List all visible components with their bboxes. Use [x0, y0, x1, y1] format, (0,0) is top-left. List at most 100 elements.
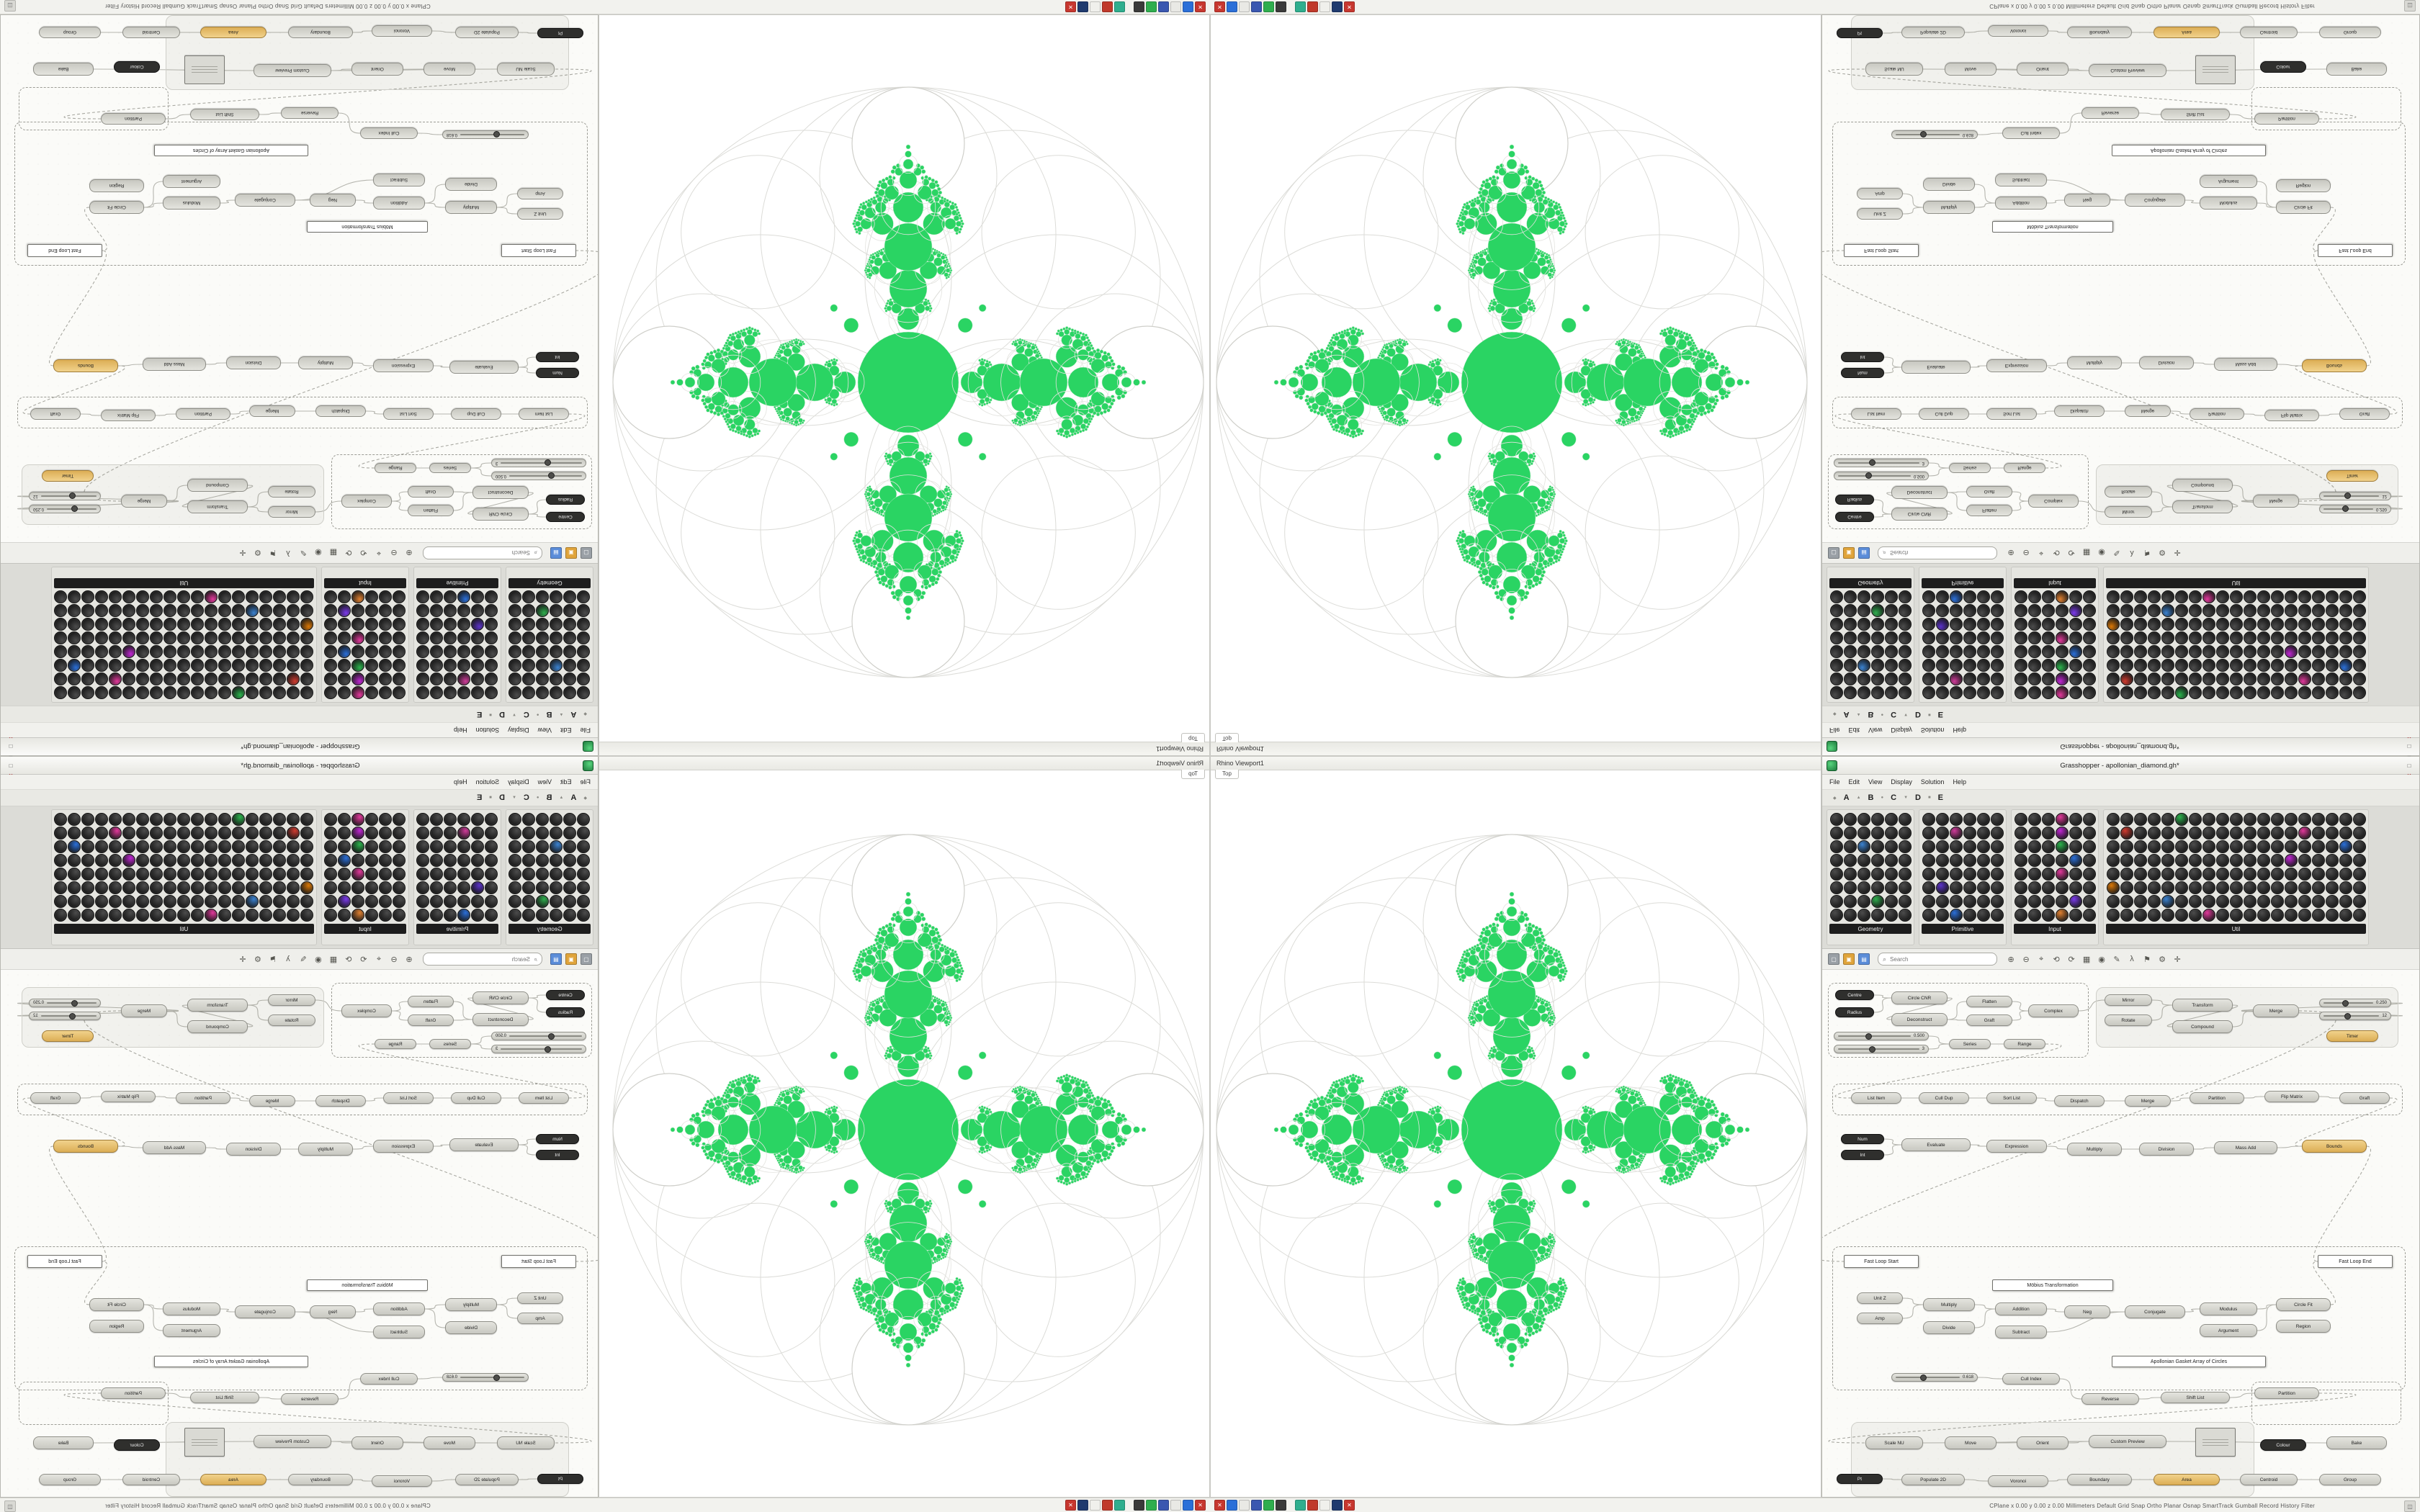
component-icon[interactable]	[2027, 618, 2041, 631]
component-icon[interactable]	[2014, 881, 2027, 894]
gh-node[interactable]: Addition	[373, 197, 425, 210]
zoom-out-icon[interactable]: ⊖	[390, 955, 398, 964]
component-icon[interactable]	[259, 672, 273, 686]
component-icon[interactable]	[2147, 812, 2161, 826]
component-icon[interactable]	[563, 604, 577, 618]
component-icon[interactable]	[430, 826, 444, 840]
component-icon[interactable]	[218, 908, 232, 922]
component-icon[interactable]	[287, 659, 300, 672]
component-icon[interactable]	[177, 686, 191, 700]
component-icon[interactable]	[205, 672, 218, 686]
component-icon[interactable]	[246, 604, 259, 618]
component-icon[interactable]	[2188, 604, 2202, 618]
component-icon[interactable]	[81, 686, 95, 700]
component-icon[interactable]	[1843, 840, 1857, 853]
component-icon[interactable]	[338, 840, 351, 853]
gh-node[interactable]: Graft	[30, 408, 81, 420]
component-icon[interactable]	[1870, 840, 1884, 853]
component-icon[interactable]	[577, 604, 591, 618]
gh-node[interactable]: Evaluate	[1901, 361, 1971, 374]
component-icon[interactable]	[550, 867, 563, 881]
panel-node[interactable]	[184, 1428, 225, 1457]
group-label[interactable]: Möbius Transformation	[1992, 1279, 2113, 1291]
component-icon[interactable]	[1843, 590, 1857, 604]
component-icon[interactable]	[177, 840, 191, 853]
gh-node[interactable]: Flip Matrix	[2264, 1091, 2319, 1102]
component-icon[interactable]	[2229, 853, 2243, 867]
component-icon[interactable]	[2027, 812, 2041, 826]
slider-knob[interactable]	[2342, 1000, 2349, 1007]
param-node[interactable]: Colour	[2260, 1439, 2306, 1451]
component-icon[interactable]	[136, 812, 150, 826]
gh-node[interactable]: Sort List	[383, 1092, 434, 1104]
gh-node[interactable]: Graft	[408, 1014, 454, 1026]
component-icon[interactable]	[2133, 604, 2147, 618]
component-icon[interactable]	[2215, 645, 2229, 659]
number-slider[interactable]: 0.500	[1834, 472, 1929, 480]
component-icon[interactable]	[109, 881, 122, 894]
component-icon[interactable]	[2014, 645, 2027, 659]
component-icon[interactable]	[338, 908, 351, 922]
gh-node[interactable]: Partition	[176, 1092, 230, 1104]
component-icon[interactable]	[205, 645, 218, 659]
zoom-out-icon[interactable]: ⊖	[2022, 955, 2030, 964]
component-icon[interactable]	[1976, 867, 1990, 881]
component-icon[interactable]	[1898, 686, 1912, 700]
component-icon[interactable]	[2120, 881, 2133, 894]
component-icon[interactable]	[273, 812, 287, 826]
component-icon[interactable]	[287, 867, 300, 881]
component-icon[interactable]	[1898, 812, 1912, 826]
component-icon[interactable]	[2215, 881, 2229, 894]
flag-icon[interactable]: ⚑	[2143, 955, 2151, 964]
component-icon[interactable]	[351, 908, 365, 922]
component-icon[interactable]	[68, 812, 81, 826]
component-icon[interactable]	[365, 867, 379, 881]
component-icon[interactable]	[563, 840, 577, 853]
component-icon[interactable]	[1922, 672, 1935, 686]
component-icon[interactable]	[191, 618, 205, 631]
component-icon[interactable]	[2106, 881, 2120, 894]
component-icon[interactable]	[2027, 686, 2041, 700]
gh-node[interactable]: Divide	[1923, 178, 1975, 191]
group-label[interactable]: Fast Loop Start	[501, 1255, 576, 1268]
component-icon[interactable]	[2174, 590, 2188, 604]
gh-node[interactable]: Multiply	[2067, 1143, 2122, 1156]
component-icon[interactable]	[1857, 631, 1870, 645]
component-icon[interactable]	[1843, 894, 1857, 908]
component-icon[interactable]	[563, 894, 577, 908]
component-icon[interactable]	[1935, 881, 1949, 894]
component-icon[interactable]	[379, 840, 393, 853]
component-icon[interactable]	[351, 618, 365, 631]
component-icon[interactable]	[522, 894, 536, 908]
component-icon[interactable]	[522, 853, 536, 867]
component-icon[interactable]	[1990, 812, 2004, 826]
component-icon[interactable]	[81, 659, 95, 672]
node-group[interactable]	[1832, 1246, 2406, 1390]
component-icon[interactable]	[338, 826, 351, 840]
menu-file[interactable]: File	[580, 726, 591, 734]
component-icon[interactable]	[109, 853, 122, 867]
component-icon[interactable]	[577, 826, 591, 840]
component-icon[interactable]	[536, 631, 550, 645]
component-icon[interactable]	[2082, 908, 2096, 922]
component-icon[interactable]	[2311, 645, 2325, 659]
gh-node[interactable]: Cull Dup	[451, 408, 501, 420]
component-icon[interactable]	[2352, 590, 2366, 604]
component-icon[interactable]	[2161, 659, 2174, 672]
component-icon[interactable]	[430, 686, 444, 700]
component-icon[interactable]	[1922, 881, 1935, 894]
component-icon[interactable]	[2243, 686, 2257, 700]
component-icon[interactable]	[54, 881, 68, 894]
component-icon[interactable]	[351, 659, 365, 672]
component-icon[interactable]	[2325, 590, 2339, 604]
component-icon[interactable]	[2298, 812, 2311, 826]
component-icon[interactable]	[54, 631, 68, 645]
component-icon[interactable]	[2243, 618, 2257, 631]
app-teal-icon[interactable]	[1295, 1500, 1306, 1511]
component-icon[interactable]	[68, 686, 81, 700]
component-icon[interactable]	[1870, 853, 1884, 867]
component-icon[interactable]	[2298, 618, 2311, 631]
component-tab-a[interactable]: A	[570, 793, 577, 802]
component-icon[interactable]	[109, 659, 122, 672]
close-window-icon[interactable]: ✕	[1214, 1, 1225, 12]
